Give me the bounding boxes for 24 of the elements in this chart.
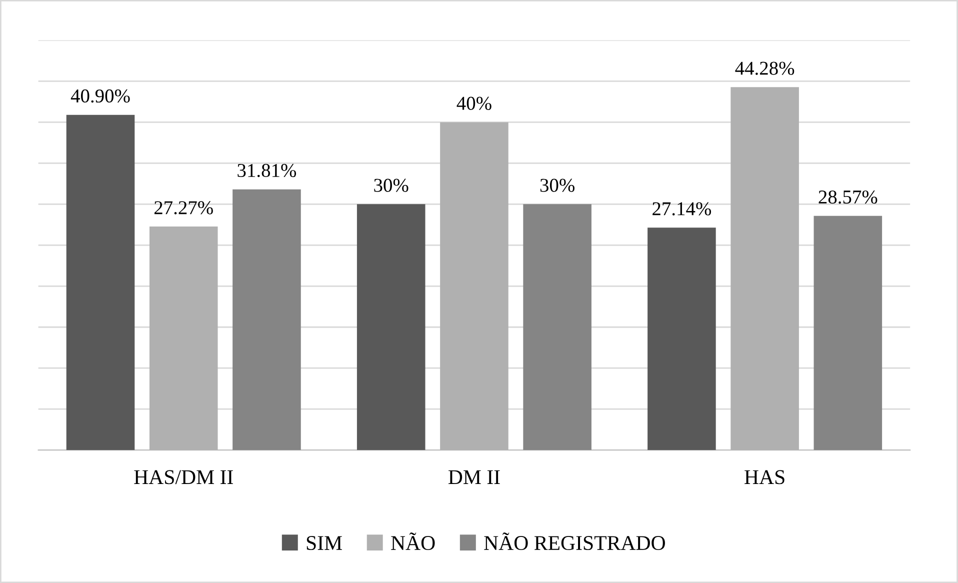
data-label: 40.90% — [70, 89, 130, 103]
x-tick-label: HAS/DM II — [134, 470, 233, 484]
bar — [648, 228, 716, 450]
data-label: 30% — [374, 178, 408, 192]
x-tick-label: DM II — [448, 470, 500, 484]
data-label: 31.81% — [238, 164, 296, 178]
bar — [356, 204, 426, 450]
bar — [523, 204, 592, 450]
bar — [730, 87, 799, 450]
data-label: 27.27% — [154, 201, 213, 214]
x-tick-label: HAS — [744, 470, 784, 484]
data-label: 27.14% — [652, 202, 712, 216]
bar — [66, 114, 135, 450]
data-label: 30% — [540, 178, 574, 192]
legend-label: NÃO REGISTRADO — [484, 532, 665, 550]
legend-label: SIM — [306, 536, 342, 550]
data-label: 44.28% — [735, 62, 794, 75]
bar — [232, 189, 301, 450]
data-label: 40% — [456, 96, 492, 110]
bar — [149, 226, 218, 450]
legend-label: NÃO — [391, 532, 435, 550]
data-label: 28.57% — [818, 190, 878, 204]
bar — [440, 122, 508, 450]
bar — [814, 216, 882, 450]
